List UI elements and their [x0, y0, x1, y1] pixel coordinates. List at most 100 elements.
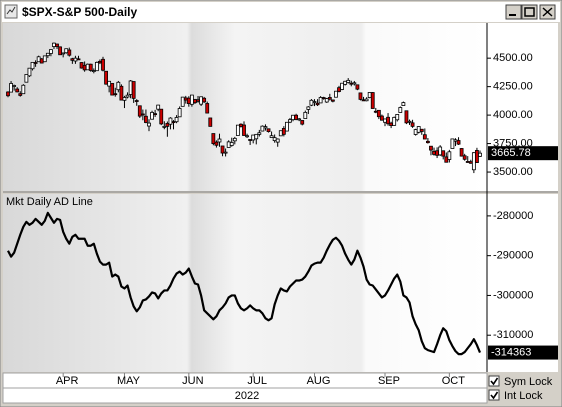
candle-body	[186, 97, 191, 105]
candle-body	[76, 58, 81, 61]
candle-body	[413, 129, 418, 135]
candle-body	[278, 130, 283, 137]
candle-body	[404, 110, 409, 124]
candle-body	[144, 115, 148, 123]
candle-body	[134, 100, 139, 102]
close-glyph	[542, 7, 553, 17]
candle-body	[162, 125, 167, 128]
candle-body	[392, 116, 397, 126]
y-tick-label: 3500.00	[493, 166, 533, 178]
candle-body	[315, 102, 320, 106]
candle-body	[58, 46, 63, 56]
x-tick-label: SEP	[378, 375, 400, 387]
candle-body	[214, 141, 219, 146]
candle-body	[395, 114, 400, 121]
candle-body	[330, 99, 335, 102]
y-tick-label: -290000	[493, 250, 533, 262]
candle-body	[478, 152, 482, 157]
x-tick-label: OCT	[442, 375, 466, 387]
ad-panel	[3, 194, 487, 372]
candle-body	[70, 58, 75, 61]
candle-body	[429, 145, 433, 151]
candle-body	[288, 119, 292, 123]
candle-body	[208, 117, 213, 127]
candle-body	[245, 135, 249, 138]
candle-body	[128, 80, 133, 95]
candle-body	[263, 126, 268, 129]
candle-body	[147, 122, 151, 127]
candle-body	[425, 140, 430, 144]
candle-body	[202, 97, 207, 103]
candle-body	[398, 107, 403, 113]
last-value-tag	[488, 345, 558, 360]
candle-body	[432, 150, 436, 155]
x-year-label: 2022	[235, 390, 259, 402]
candle-body	[459, 148, 464, 157]
candle-body	[383, 118, 387, 123]
sym-lock-control[interactable]: Sym Lock	[488, 375, 553, 388]
candle-body	[343, 80, 348, 85]
candle-body	[386, 116, 390, 125]
minimize-button[interactable]	[505, 4, 522, 20]
last-value-label: 3665.78	[491, 147, 531, 159]
candle-body	[294, 114, 299, 120]
checkbox-label: Int Lock	[504, 390, 543, 402]
candle-body	[107, 80, 112, 87]
candle-body	[116, 81, 121, 91]
int-lock-control[interactable]: Int Lock	[488, 389, 543, 402]
candle-body	[27, 67, 32, 77]
candle-body	[300, 120, 305, 125]
candle-body	[447, 151, 452, 160]
candle-body	[327, 97, 332, 100]
candle-body	[312, 101, 317, 103]
candle-body	[79, 62, 84, 69]
candle-body	[422, 134, 427, 140]
last-value-tag	[488, 146, 558, 161]
candle-body	[61, 52, 66, 55]
candle-body	[303, 111, 308, 119]
candle-body	[254, 133, 259, 140]
window-buttons[interactable]	[505, 4, 556, 20]
candle-body	[9, 83, 13, 93]
candle-body	[199, 96, 203, 105]
candle-body	[444, 156, 449, 163]
year-strip	[2, 387, 488, 404]
y-tick-label: 4500.00	[493, 52, 533, 64]
candle-body	[269, 135, 274, 138]
candle-body	[52, 42, 56, 47]
candle-body	[220, 145, 225, 154]
candle-body	[217, 138, 222, 143]
candle-body	[239, 123, 243, 127]
candle-body	[33, 62, 38, 64]
candle-body	[101, 58, 105, 71]
last-value-label: -314363	[491, 346, 531, 358]
candle-body	[42, 55, 47, 63]
candle-body	[88, 63, 93, 71]
candle-body	[337, 87, 341, 92]
candle-body	[156, 104, 161, 110]
candle-body	[435, 150, 439, 156]
candle-body	[407, 120, 412, 123]
candle-body	[232, 137, 237, 142]
candle-body	[275, 138, 280, 143]
candle-body	[122, 97, 127, 101]
candle-body	[104, 70, 108, 85]
checkbox[interactable]	[488, 375, 500, 387]
x-tick-label: APR	[56, 375, 79, 387]
x-tick-label: JUL	[247, 375, 267, 387]
candle-body	[39, 58, 44, 64]
candle-body	[410, 122, 415, 127]
candle-body	[309, 99, 314, 106]
candle-body	[36, 56, 41, 63]
candle-body	[465, 161, 470, 163]
candle-body	[177, 108, 182, 118]
candle-body	[82, 64, 87, 71]
y-tick-label: -310000	[493, 329, 533, 341]
candle-body	[110, 83, 115, 96]
checkbox[interactable]	[488, 389, 500, 401]
candle-body	[242, 124, 246, 136]
candle-body	[306, 106, 311, 110]
candle-body	[441, 150, 446, 157]
